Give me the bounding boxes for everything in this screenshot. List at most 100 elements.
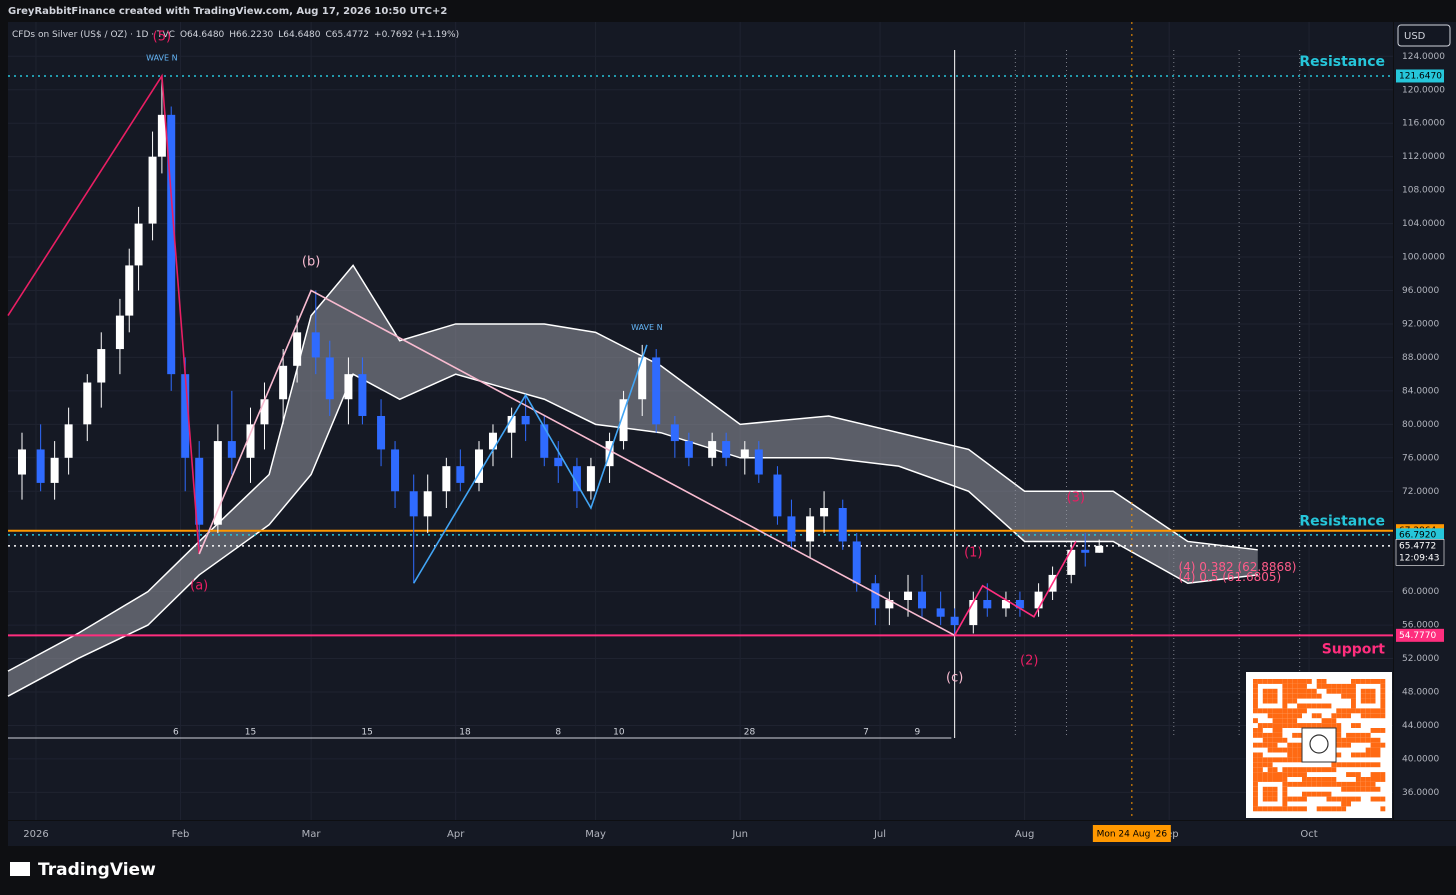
qr-module (1326, 806, 1332, 812)
candle-body (311, 332, 320, 358)
countdown: 12:09:43 (1399, 553, 1439, 563)
qr-module (1267, 679, 1273, 684)
qr-module (1311, 713, 1317, 719)
qr-module (1302, 806, 1307, 812)
qr-module (1253, 806, 1258, 812)
qr-module (1365, 786, 1371, 792)
x-tick-label: Jul (873, 829, 886, 840)
qr-module (1306, 767, 1312, 773)
candle-body (1095, 545, 1104, 553)
candle-body (246, 424, 255, 458)
qr-module (1365, 693, 1371, 699)
candle-body (1015, 600, 1024, 609)
qr-module (1360, 737, 1366, 743)
qr-module (1302, 767, 1307, 773)
qr-module (1262, 791, 1268, 797)
qr-module (1316, 679, 1322, 684)
candle-body (521, 415, 530, 425)
qr-module (1253, 728, 1258, 733)
qr-module (1365, 781, 1371, 787)
qr-logo (1301, 727, 1337, 763)
qr-module (1282, 806, 1288, 812)
legend-symbol: CFDs on Silver (US$ / OZ) · 1D · TVC (12, 30, 175, 40)
qr-module (1257, 757, 1263, 763)
qr-module (1277, 737, 1283, 743)
bar-count: 28 (744, 728, 756, 738)
qr-module (1331, 762, 1337, 768)
qr-module (1267, 742, 1273, 748)
qr-module (1277, 713, 1283, 719)
qr-module (1321, 703, 1327, 709)
qr-module (1380, 772, 1386, 777)
legend-change: +0.7692 (+1.19%) (374, 30, 459, 40)
qr-module (1272, 786, 1278, 792)
qr-module (1297, 781, 1302, 787)
qr-module (1306, 777, 1312, 782)
qr-module (1302, 772, 1307, 777)
fib-label: (4) 0.382 (62.8868) (1178, 560, 1296, 574)
qr-module (1365, 679, 1371, 684)
qr-module (1277, 772, 1283, 777)
legend-low: L64.6480 (278, 30, 321, 40)
y-tick-label: 116.0000 (1402, 119, 1445, 129)
qr-module (1336, 688, 1342, 694)
qr-module (1302, 693, 1307, 699)
currency-button[interactable]: USD (1397, 24, 1451, 47)
candle-body (1081, 549, 1090, 553)
qr-module (1302, 688, 1307, 694)
qr-module (1360, 732, 1366, 738)
qr-module (1346, 683, 1351, 689)
qr-module (1277, 679, 1283, 684)
qr-module (1306, 781, 1312, 787)
wave-label: (a) (190, 578, 208, 593)
qr-module (1267, 698, 1273, 704)
qr-module (1306, 679, 1312, 684)
price-badge (1395, 539, 1445, 566)
level-label: Resistance (1299, 513, 1385, 529)
qr-module (1326, 796, 1332, 802)
qr-module (1253, 683, 1258, 689)
logo-text: TradingView (38, 860, 156, 880)
y-tick-label: 112.0000 (1402, 152, 1445, 162)
qr-module (1311, 777, 1317, 782)
candle-body (279, 365, 288, 400)
qr-module (1287, 747, 1293, 753)
qr-module (1351, 723, 1356, 728)
y-tick-label: 44.0000 (1402, 721, 1439, 731)
candle-body (50, 457, 59, 483)
qr-module (1267, 791, 1273, 797)
qr-module (1267, 762, 1273, 768)
qr-module (1253, 679, 1258, 684)
qr-module (1331, 777, 1337, 782)
qr-module (1360, 698, 1366, 704)
legend: CFDs on Silver (US$ / OZ) · 1D · TVC O64.… (12, 30, 459, 40)
qr-module (1302, 791, 1307, 797)
qr-module (1257, 806, 1263, 812)
qr-module (1336, 728, 1342, 733)
bar-count: 6 (173, 728, 179, 738)
qr-module (1306, 723, 1312, 728)
qr-module (1336, 708, 1342, 714)
qr-module (1287, 718, 1293, 724)
button-frame[interactable] (1397, 24, 1451, 47)
qr-module (1311, 693, 1317, 699)
candle-body (195, 457, 204, 525)
button-text[interactable]: USD (1404, 31, 1426, 42)
qr-module (1272, 693, 1278, 699)
candle-body (806, 516, 815, 542)
candle-body (540, 424, 549, 458)
qr-module (1380, 728, 1386, 733)
qr-module (1282, 708, 1288, 714)
qr-module (1355, 781, 1361, 787)
qr-module (1297, 732, 1302, 738)
candle-body (722, 441, 731, 458)
qr-module (1326, 718, 1332, 724)
qr-logo-face (1309, 734, 1329, 754)
small-label: WAVE N (146, 53, 178, 62)
x-tick-label: Oct (1300, 829, 1317, 840)
qr-module (1355, 762, 1361, 768)
qr-module (1292, 742, 1298, 748)
qr-module (1316, 693, 1322, 699)
qr-module (1375, 777, 1381, 782)
candle-body (936, 608, 945, 617)
